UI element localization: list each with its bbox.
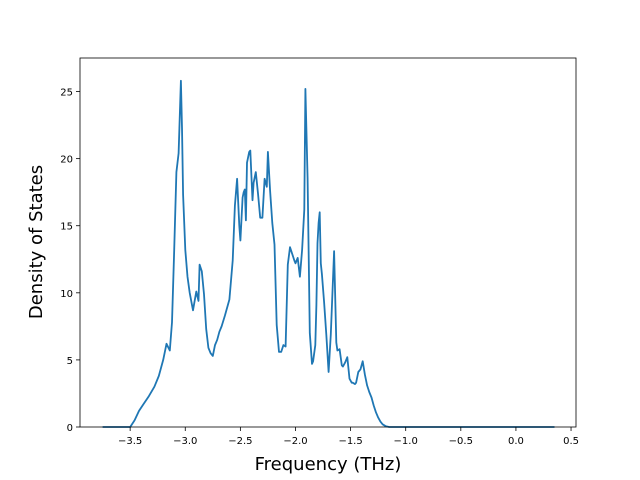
- x-axis-label: Frequency (THz): [255, 454, 402, 475]
- y-axis-ticks: 0 5 10 15 20 25: [60, 88, 80, 434]
- x-axis-ticks: −3.5 −3.0 −2.5 −2.0 −1.5 −1.0 −0.5 0.0 0.5: [118, 427, 579, 447]
- y-tick-label: 15: [60, 222, 73, 233]
- x-tick-label: 0.5: [563, 436, 579, 447]
- y-tick-label: 20: [60, 155, 73, 166]
- x-tick-label: −2.0: [283, 436, 307, 447]
- x-tick-label: −1.0: [394, 436, 418, 447]
- x-tick-label: −2.5: [228, 436, 252, 447]
- x-tick-label: 0.0: [508, 436, 524, 447]
- y-tick-label: 0: [67, 423, 73, 434]
- y-tick-label: 10: [60, 289, 73, 300]
- series-layer: [102, 79, 555, 428]
- y-axis-label: Density of States: [26, 165, 47, 319]
- x-tick-label: −3.5: [118, 436, 142, 447]
- x-tick-label: −1.5: [338, 436, 362, 447]
- series-line-0: [102, 79, 555, 428]
- y-tick-label: 25: [60, 88, 73, 99]
- x-tick-label: −0.5: [449, 436, 473, 447]
- plot-frame: [79, 57, 577, 428]
- x-tick-label: −3.0: [173, 436, 197, 447]
- y-tick-label: 5: [67, 356, 73, 367]
